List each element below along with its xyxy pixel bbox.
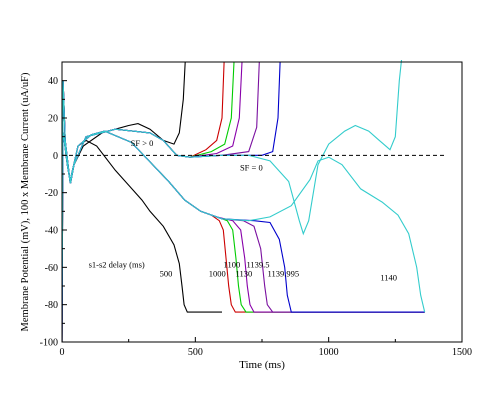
y-tick-label: 40 <box>48 76 58 87</box>
y-tick-label: -80 <box>45 300 58 311</box>
y-tick-label: -60 <box>45 263 58 274</box>
x-tick-label: 500 <box>188 347 203 358</box>
series-1-current-line <box>62 61 225 184</box>
series-4-voltage-line <box>62 80 425 342</box>
x-tick-label: 1000 <box>319 347 339 358</box>
annotation-label: 1000 <box>209 269 226 279</box>
series-6-voltage-line <box>62 80 426 342</box>
x-axis-label: Time (ms) <box>239 359 285 371</box>
y-tick-label: 0 <box>53 151 58 162</box>
annotation-label: 1139.995 <box>268 269 300 279</box>
annotation-label: 1140 <box>380 272 397 282</box>
series-layer <box>62 60 426 342</box>
annotation-label: SF = 0 <box>240 162 263 172</box>
x-tick-label: 0 <box>60 347 65 358</box>
plot-area-frame <box>61 61 463 343</box>
y-tick-label: -100 <box>40 338 58 349</box>
y-tick-label: 20 <box>48 114 58 125</box>
series-0-current-line <box>62 61 186 184</box>
annotation-label: 1139.5 <box>246 259 269 269</box>
x-tick-label: 1500 <box>452 347 472 358</box>
series-6-current-line <box>62 60 403 236</box>
series-0-voltage-line <box>62 80 222 342</box>
annotation-label: 1100 <box>224 259 241 269</box>
annotation-label: s1-s2 delay (ms) <box>89 259 145 269</box>
y-tick-label: -20 <box>45 188 58 199</box>
axes-layer: 0 500 1000 1500 -100 -80 -60 -40 -20 0 20 40 <box>40 76 472 358</box>
annotation-label: 500 <box>160 269 173 279</box>
series-2-current-line <box>62 61 235 184</box>
series-3-current-line <box>62 61 243 184</box>
series-1-voltage-line <box>62 80 425 342</box>
series-2-voltage-line <box>62 80 425 342</box>
series-3-voltage-line <box>62 80 425 342</box>
annotation-layer: SF > 0SF = 0s1-s2 delay (ms)500 100011001… <box>89 138 397 282</box>
y-axis-label: Membrane Potential (mV), 100 x Membrane … <box>20 72 31 331</box>
series-5-voltage-line <box>62 80 425 342</box>
annotation-label: 1130 <box>236 269 253 279</box>
annotation-label: SF > 0 <box>131 138 154 148</box>
y-tick-label: -40 <box>45 226 58 237</box>
